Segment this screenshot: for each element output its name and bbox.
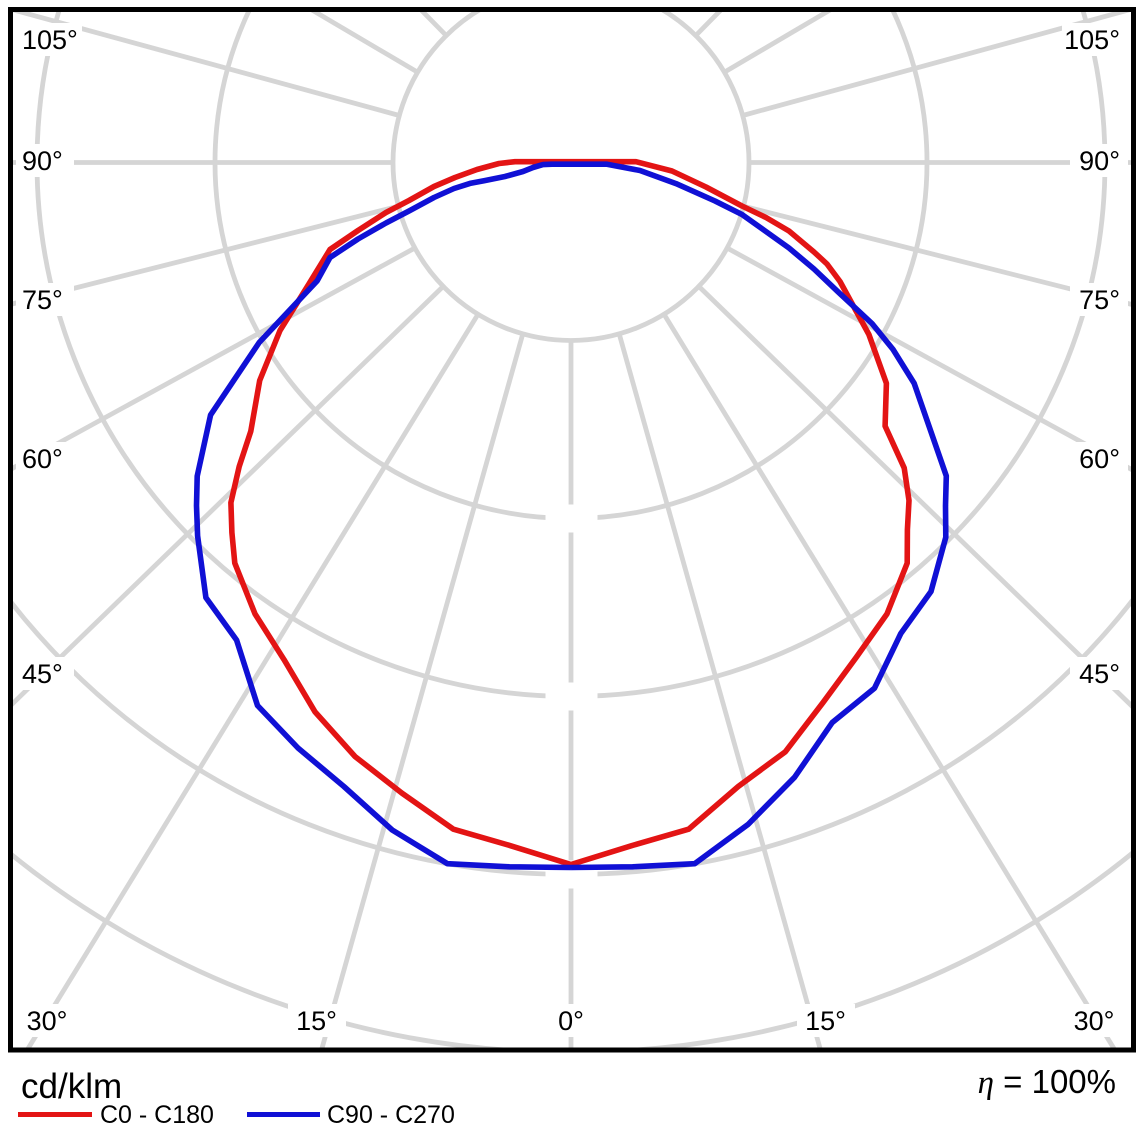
- svg-text:30°: 30°: [27, 1006, 68, 1036]
- svg-text:45°: 45°: [22, 659, 63, 689]
- svg-text:0°: 0°: [558, 1006, 584, 1036]
- svg-text:75°: 75°: [1079, 285, 1120, 315]
- svg-text:90°: 90°: [1079, 146, 1120, 176]
- svg-text:60°: 60°: [1079, 444, 1120, 474]
- svg-text:15°: 15°: [805, 1006, 846, 1036]
- svg-text:90°: 90°: [22, 146, 63, 176]
- svg-text:60°: 60°: [22, 444, 63, 474]
- svg-text:45°: 45°: [1079, 659, 1120, 689]
- svg-text:15°: 15°: [296, 1006, 337, 1036]
- svg-text:C0 - C180: C0 - C180: [100, 1101, 214, 1129]
- svg-text:C90 - C270: C90 - C270: [327, 1101, 455, 1129]
- svg-text:30°: 30°: [1074, 1006, 1115, 1036]
- svg-text:cd/klm: cd/klm: [21, 1067, 122, 1106]
- svg-text:η = 100%: η = 100%: [978, 1063, 1116, 1101]
- svg-text:105°: 105°: [22, 25, 78, 55]
- svg-text:105°: 105°: [1064, 25, 1120, 55]
- svg-text:75°: 75°: [22, 285, 63, 315]
